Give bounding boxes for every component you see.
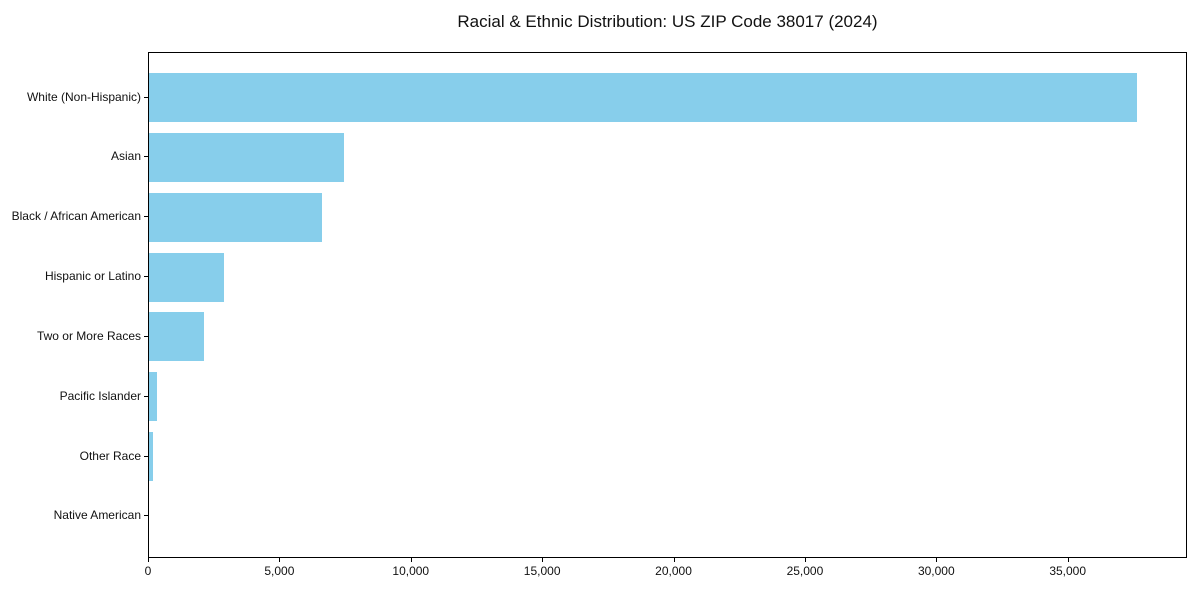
y-axis-tick	[144, 395, 148, 397]
y-axis-label: White (Non-Hispanic)	[26, 89, 141, 104]
x-axis-tick	[804, 558, 806, 562]
bar-other-race	[149, 432, 153, 482]
y-axis-tick	[144, 455, 148, 457]
y-axis-label: Hispanic or Latino	[44, 269, 141, 284]
y-axis-label: Two or More Races	[36, 328, 141, 343]
x-axis-tick	[542, 558, 544, 562]
x-axis-tick-label: 20,000	[655, 564, 692, 578]
x-axis-tick-label: 0	[144, 564, 152, 578]
y-axis-tick	[144, 156, 148, 158]
x-axis-tick-label: 15,000	[523, 564, 561, 578]
x-axis-tick-label: 25,000	[786, 564, 824, 578]
y-axis-tick	[144, 335, 148, 337]
plot-area	[148, 52, 1187, 558]
x-axis-tick-label: 5,000	[264, 564, 295, 578]
bar-asian	[149, 132, 344, 182]
x-axis-tick	[673, 558, 675, 562]
y-axis-tick	[144, 216, 148, 218]
y-axis-tick	[144, 515, 148, 517]
y-axis-label: Pacific Islander	[59, 388, 141, 403]
x-axis-tick	[936, 558, 938, 562]
bar-hispanic-or-latino	[149, 252, 224, 302]
y-axis-label: Other Race	[79, 448, 141, 463]
y-axis-label: Black / African American	[11, 209, 141, 224]
chart-title: Racial & Ethnic Distribution: US ZIP Cod…	[457, 12, 878, 31]
y-axis-label: Native American	[53, 508, 141, 523]
bar-white-non-hispanic	[149, 73, 1137, 122]
bar-two-or-more-races	[149, 312, 205, 362]
bar-pacific-islander	[149, 372, 157, 422]
bar-black-african-american	[149, 192, 322, 242]
x-axis-tick	[410, 558, 412, 562]
x-axis-tick-label: 10,000	[392, 564, 430, 578]
x-axis-tick-label: 35,000	[1049, 564, 1087, 578]
x-axis-tick	[279, 558, 281, 562]
y-axis-tick	[144, 276, 148, 278]
y-axis-label: Asian	[110, 149, 141, 164]
x-axis-tick-label: 30,000	[917, 564, 955, 578]
y-axis-tick	[144, 96, 148, 98]
x-axis-tick	[148, 558, 149, 562]
x-axis-tick	[1067, 558, 1069, 562]
